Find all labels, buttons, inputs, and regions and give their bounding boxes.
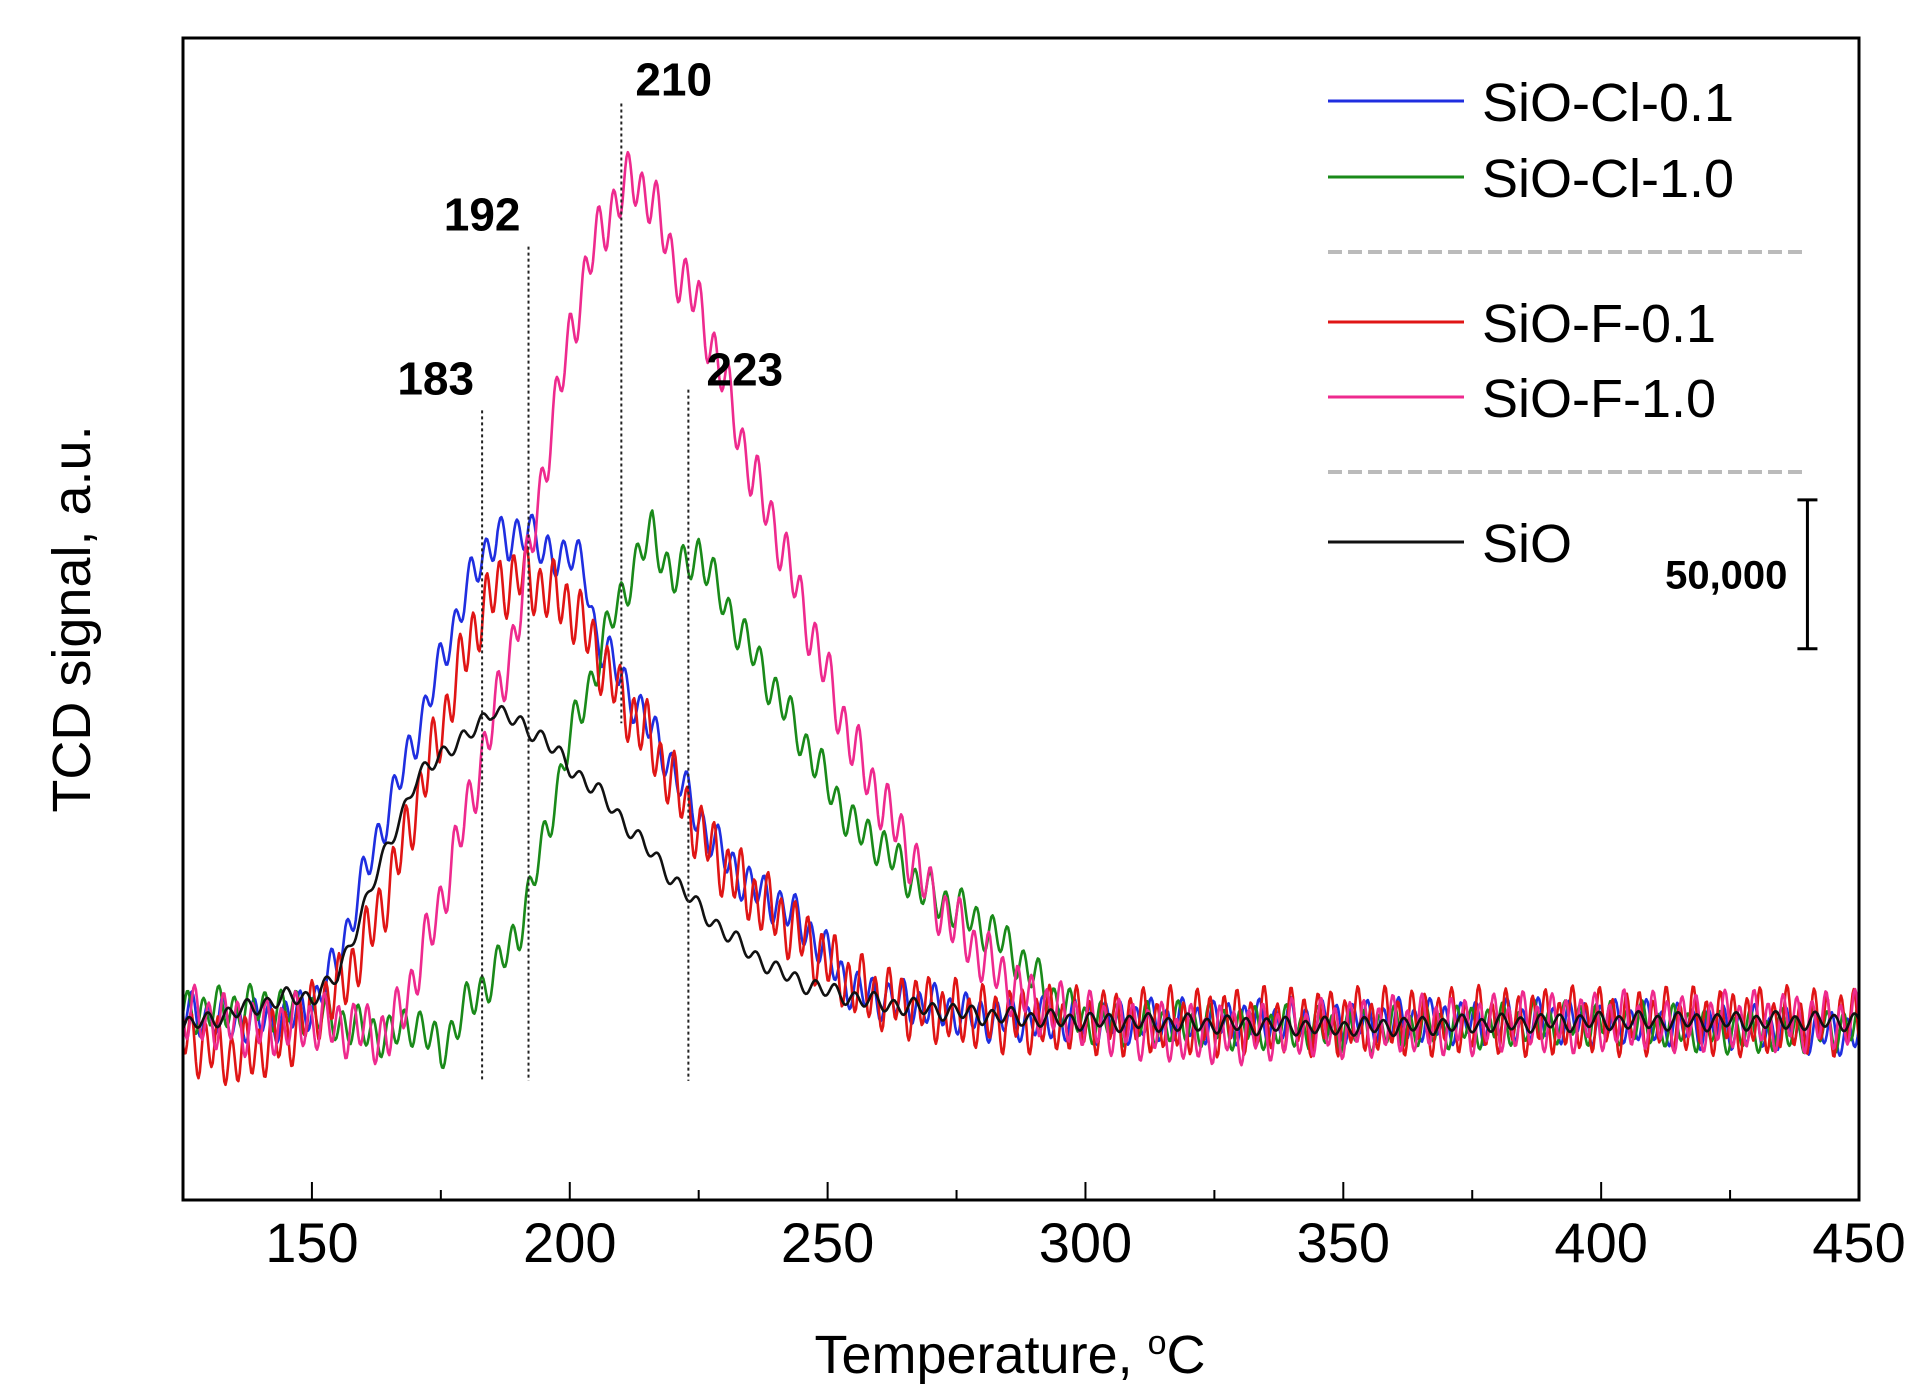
peak-label-192: 192: [444, 189, 521, 241]
legend-label-sio-f-01: SiO-F-0.1: [1482, 294, 1716, 354]
x-axis-title-sup: o: [1148, 1324, 1167, 1362]
series-line-sio-f-1-0: [181, 150, 1861, 1067]
series-layer: [181, 150, 1861, 1087]
x-tick-label-300: 300: [1039, 1211, 1132, 1274]
series-line-sio-f-0-1: [181, 544, 1861, 1087]
scale-bar-label: 50,000: [1665, 553, 1787, 597]
x-tick-label-450: 450: [1812, 1211, 1905, 1274]
x-tick-label-150: 150: [265, 1211, 358, 1274]
peak-markers: 183 192 210 223: [397, 54, 783, 1081]
plot-frame: [181, 36, 1861, 1202]
peak-label-210: 210: [635, 54, 712, 106]
y-axis-title: TCD signal, a.u.: [42, 425, 102, 812]
x-axis-ticks: 150 200 250 300 350 400 450: [265, 1182, 1906, 1274]
x-axis-title: Temperature, oC: [814, 1324, 1205, 1385]
legend-label-sio: SiO: [1482, 514, 1572, 574]
scale-bar: [1797, 498, 1818, 651]
x-axis-title-text: Temperature,: [814, 1325, 1147, 1385]
x-axis-title-unit: C: [1167, 1325, 1206, 1385]
peak-label-183: 183: [397, 352, 474, 404]
x-tick-label-400: 400: [1554, 1211, 1647, 1274]
legend-label-sio-f-10: SiO-F-1.0: [1482, 369, 1716, 429]
series-line-sio-cl-0-1: [181, 513, 1861, 1057]
x-tick-label-250: 250: [781, 1211, 874, 1274]
legend: SiO-Cl-0.1 SiO-Cl-1.0 SiO-F-0.1 SiO-F-1.…: [1328, 73, 1808, 574]
legend-label-sio-cl-01: SiO-Cl-0.1: [1482, 73, 1734, 133]
peak-label-223: 223: [706, 344, 783, 396]
x-tick-label-350: 350: [1297, 1211, 1390, 1274]
x-tick-label-200: 200: [523, 1211, 616, 1274]
legend-label-sio-cl-10: SiO-Cl-1.0: [1482, 149, 1734, 209]
series-line-sio: [181, 704, 1861, 1038]
